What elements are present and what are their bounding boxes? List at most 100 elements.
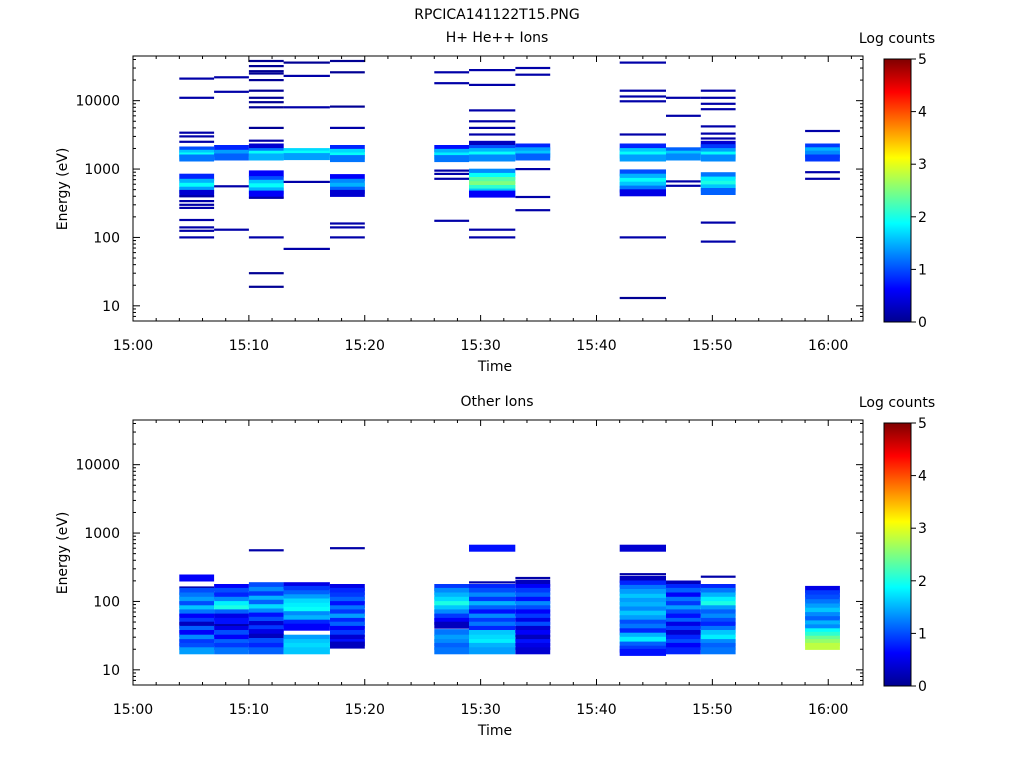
heatmap-cell (214, 153, 249, 161)
heatmap-cell (214, 601, 249, 609)
heatmap-cell (515, 601, 551, 609)
heatmap-cell (330, 547, 365, 550)
heatmap-cell (619, 154, 666, 162)
heatmap-cell (666, 153, 701, 161)
heatmap-cell (214, 76, 249, 79)
heatmap-cell (330, 613, 365, 621)
heatmap-cell (469, 581, 516, 584)
x-axis-label: Time (477, 723, 512, 739)
heatmap-cell (283, 606, 330, 614)
heatmap-cell (248, 642, 284, 650)
heatmap-cell (330, 634, 365, 642)
heatmap-cell (515, 621, 551, 629)
x-tick-label: 15:50 (692, 702, 732, 718)
heatmap-cell (700, 584, 736, 591)
heatmap-cell (248, 549, 284, 552)
heatmap-cell (469, 584, 516, 591)
heatmap-cell (248, 59, 284, 63)
heatmap-cell (700, 630, 736, 637)
heatmap-cell (248, 586, 284, 594)
heatmap-cell (248, 106, 284, 109)
x-tick-label: 15:20 (345, 338, 385, 354)
x-tick-label: 15:30 (460, 338, 500, 354)
heatmap-cell (248, 599, 284, 607)
x-tick-label: 15:10 (229, 702, 269, 718)
heatmap-cell (330, 592, 365, 600)
heatmap-cell (619, 143, 666, 151)
x-tick-label: 15:00 (113, 702, 153, 718)
heatmap-cell (283, 594, 330, 602)
heatmap-cell (619, 133, 666, 136)
heatmap-cell (330, 617, 365, 625)
heatmap-cell (666, 184, 701, 187)
heatmap-cell (214, 584, 249, 591)
heatmap-cell (179, 178, 215, 186)
heatmap-cell (619, 89, 666, 92)
heatmap-cell (179, 617, 215, 625)
x-ticks: 15:00 15:10 15:20 15:30 15:40 15:50 16:00 (113, 56, 852, 354)
heatmap-cell (666, 634, 701, 642)
colorbar (883, 58, 912, 323)
heatmap-cell (214, 634, 249, 642)
heatmap-cell (179, 131, 215, 134)
heatmap-cell (434, 177, 470, 180)
colorbar-tick-label: 1 (918, 262, 927, 278)
heatmap-cell (805, 585, 840, 593)
heatmap-cell (434, 617, 470, 625)
heatmap-cell (330, 596, 365, 604)
colorbar (883, 422, 912, 687)
heatmap-cell (283, 639, 330, 647)
heatmap-cell (330, 155, 365, 163)
colorbar-tick-label: 4 (918, 105, 927, 121)
colorbar-tick-label: 5 (918, 52, 927, 68)
heatmap-cell (515, 609, 551, 617)
heatmap-cell (469, 617, 516, 625)
heatmap-cell (179, 206, 215, 209)
heatmap-cell (700, 639, 736, 647)
heatmap-cell (700, 642, 736, 650)
heatmap-cell (700, 647, 736, 655)
heatmap-cell (330, 59, 365, 63)
heatmap-cell (434, 169, 470, 172)
heatmap-cell (283, 619, 330, 627)
heatmap-cell (283, 74, 330, 77)
heatmap-cell (619, 575, 666, 583)
heatmap-cell (283, 585, 330, 593)
heatmap-cell (619, 628, 666, 636)
heatmap-cell (469, 634, 516, 642)
heatmap-cell (179, 601, 215, 609)
heatmap-cell (330, 587, 365, 595)
heatmap-cell (700, 96, 736, 99)
heatmap-cell (700, 180, 736, 188)
heatmap-cell (248, 72, 284, 75)
heatmap-cell (179, 587, 215, 595)
heatmap-cell (469, 172, 516, 180)
heatmap-cell (700, 108, 736, 111)
heatmap-cell (469, 168, 516, 176)
heatmap-cell (805, 603, 840, 611)
heatmap-cell (515, 617, 551, 625)
heatmap-cell (700, 132, 736, 135)
heatmap-cell (666, 630, 701, 637)
heatmap-cell (330, 226, 365, 229)
heatmap-cell (179, 189, 215, 197)
heatmap-cell (214, 185, 249, 188)
heatmap-cell (434, 584, 470, 591)
heatmap-cell (434, 155, 470, 163)
x-tick-label: 15:20 (345, 702, 385, 718)
y-tick-label: 1000 (84, 162, 120, 178)
heatmap-cell (330, 105, 365, 108)
colorbar-tick-label: 5 (918, 416, 927, 432)
heatmap-cell (619, 173, 666, 181)
heatmap-cell (179, 195, 215, 198)
heatmap-cell (248, 272, 284, 275)
heatmap-cell (283, 153, 330, 161)
panel-title: Other Ions (460, 394, 533, 410)
other-ions-panel: Other Ions Energy (eV) Time 15:00 15:10 15… (55, 394, 935, 739)
heatmap-cell (179, 77, 215, 80)
heatmap-cell (179, 154, 215, 162)
heatmap-cell (248, 96, 284, 99)
heatmap-cell (619, 544, 666, 552)
heatmap-cell (515, 584, 551, 591)
heatmap-cell (469, 609, 516, 617)
